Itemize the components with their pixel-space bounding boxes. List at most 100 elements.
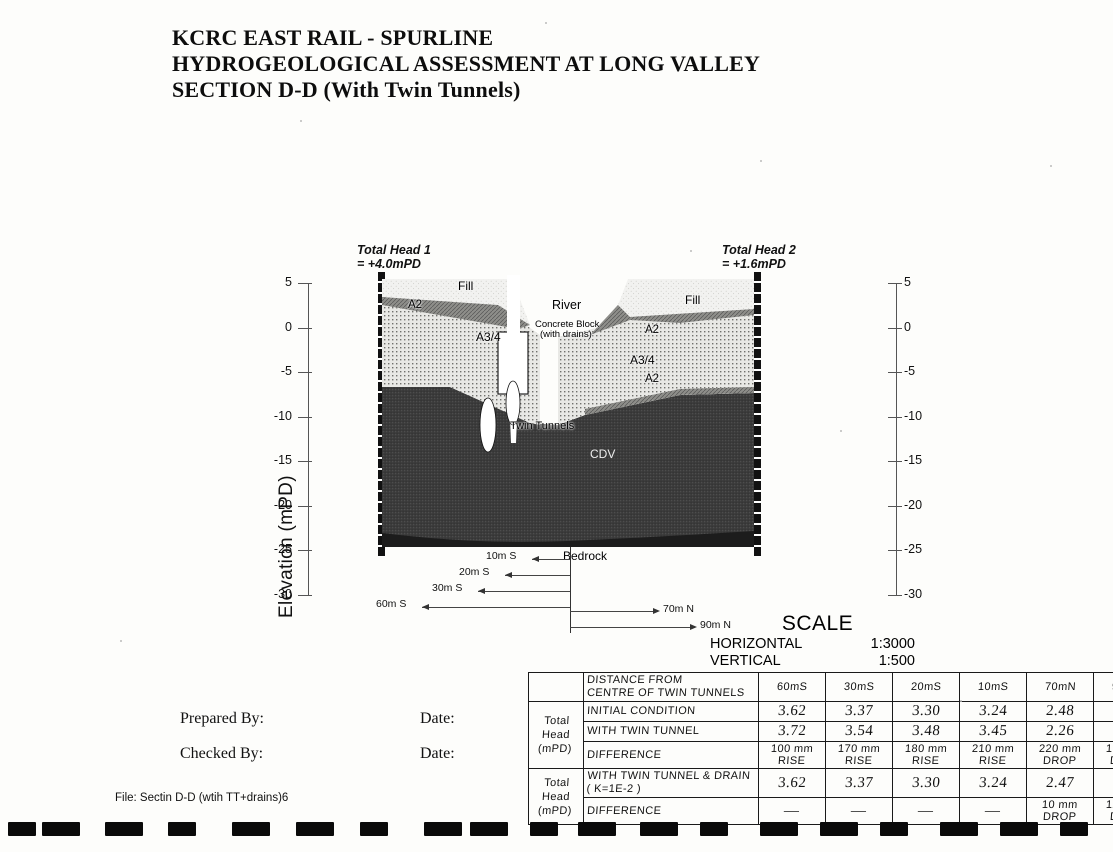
- axis-tick-label: 0: [285, 319, 292, 334]
- scan-artifact-blot: [8, 822, 36, 836]
- scan-artifact-blot: [1060, 822, 1088, 836]
- scan-speckle: [300, 120, 302, 122]
- label-concrete-block-drains: (with drains): [540, 329, 592, 340]
- marker-line: [422, 607, 570, 608]
- marker-label: 10m S: [486, 550, 517, 562]
- table-cell: 3.24: [959, 768, 1027, 798]
- scan-speckle: [120, 640, 122, 642]
- label-fill-left: Fill: [458, 279, 474, 293]
- scan-artifact-blot: [880, 822, 908, 836]
- axis-tick-label: -20: [904, 497, 923, 512]
- scan-artifact-blot: [940, 822, 978, 836]
- table-cell: 10 mm DROP: [1026, 797, 1094, 825]
- table-column-header: 10mS: [959, 672, 1027, 702]
- table-cell: 210 mm RISE: [959, 741, 1027, 769]
- total-head-1-value: = +4.0mPD: [357, 257, 421, 271]
- elevation-axis-right: 5 0 -5 -10 -15 -20 -25 -30: [888, 275, 948, 601]
- table-cell: 100 mm RISE: [758, 741, 826, 769]
- axis-tick-label: -25: [273, 542, 292, 557]
- scan-artifact-blot: [640, 822, 678, 836]
- table-row-label: INITIAL CONDITION: [583, 701, 759, 722]
- table-row-label: DIFFERENCE: [583, 741, 759, 769]
- table-column-header: 70mN: [1026, 672, 1094, 702]
- scan-speckle: [1050, 165, 1052, 167]
- table-corner-blank: [528, 672, 584, 702]
- scan-artifact-blot: [168, 822, 196, 836]
- axis-tick: [888, 327, 902, 329]
- axis-tick: [298, 505, 312, 507]
- label-a34-left: A3/4: [476, 330, 501, 344]
- table-cell: 180 mm RISE: [892, 741, 960, 769]
- label-a2-right-upper: A2: [645, 324, 660, 336]
- title-line-2: HYDROGEOLOGICAL ASSESSMENT AT LONG VALLE…: [172, 51, 761, 76]
- table-cell: —: [825, 797, 893, 825]
- label-a2-right-lower: A2: [645, 373, 660, 385]
- axis-tick-label: 0: [904, 319, 911, 334]
- table-cell: 170 mm RISE: [825, 741, 893, 769]
- prepared-by-label: Prepared By:: [180, 710, 264, 727]
- table-cell: 3.54: [825, 721, 893, 742]
- label-fill-right: Fill: [685, 293, 701, 307]
- axis-tick-label: -25: [904, 542, 923, 557]
- boundary-bar-left: [378, 272, 385, 557]
- axis-tick-label: -30: [273, 587, 292, 601]
- scan-speckle: [960, 700, 962, 702]
- marker-line: [505, 575, 570, 576]
- axis-tick-label: -10: [273, 408, 292, 423]
- geological-cross-section: Fill Fill A2 A2 A2 A3/4 A3/4 River Concr…: [378, 272, 761, 557]
- table-cell: 3.37: [825, 701, 893, 722]
- table-cell: 3.24: [959, 701, 1027, 722]
- table-group-label-2: Total Head (mPD): [528, 768, 584, 825]
- total-head-table: DISTANCE FROM CENTRE OF TWIN TUNNELS 60mS 3…: [528, 672, 1113, 825]
- table-cell: 2.07: [1093, 721, 1113, 742]
- axis-tick-label: 5: [285, 275, 292, 289]
- scale-vertical-value: 1:500: [878, 653, 915, 669]
- centreline: [570, 547, 571, 633]
- scan-artifact-blot: [105, 822, 143, 836]
- axis-tick-label: -10: [904, 408, 923, 423]
- title-line-3: SECTION D-D (With Twin Tunnels): [172, 77, 521, 102]
- table-cell: 3.62: [758, 768, 826, 798]
- table-cell: 2.48: [1026, 701, 1094, 722]
- table-cell: 3.62: [758, 701, 826, 722]
- table-column-header: 30mS: [825, 672, 893, 702]
- scan-artifact-blot: [820, 822, 858, 836]
- table-group-label-1: Total Head (mPD): [528, 701, 584, 769]
- table-cell: 3.72: [758, 721, 826, 742]
- axis-tick-label: -15: [904, 453, 923, 468]
- table-cell: 2.24: [1093, 701, 1113, 722]
- scale-horizontal-row: HORIZONTAL 1:3000: [710, 636, 925, 653]
- scale-horizontal-value: 1:3000: [870, 636, 915, 652]
- label-a34-right: A3/4: [630, 353, 655, 367]
- table-row-label: WITH TWIN TUNNEL: [583, 721, 759, 742]
- table-column-header: 60mS: [758, 672, 826, 702]
- prepared-date-label: Date:: [420, 710, 455, 727]
- label-twin-tunnels: Twin Tunnels: [510, 420, 575, 432]
- marker-arrow: [653, 608, 660, 614]
- axis-tick: [888, 416, 902, 418]
- marker-label: 60m S: [376, 598, 407, 610]
- table-cell: 3.37: [825, 768, 893, 798]
- total-head-2-label: Total Head 2: [722, 243, 796, 257]
- marker-label: 30m S: [432, 582, 463, 594]
- axis-tick: [888, 461, 902, 463]
- table-cell: —: [959, 797, 1027, 825]
- scan-artifact-blot: [470, 822, 508, 836]
- marker-line: [570, 611, 658, 612]
- marker-line: [532, 559, 570, 560]
- scan-artifact-blot: [42, 822, 80, 836]
- table-cell: 220 mm DROP: [1026, 741, 1094, 769]
- file-note: File: Sectin D-D (wtih TT+drains)6: [115, 792, 289, 804]
- scale-vertical-row: VERTICAL 1:500: [710, 653, 925, 670]
- label-concrete-block: Concrete Block: [535, 319, 600, 330]
- table-header-row: DISTANCE FROM CENTRE OF TWIN TUNNELS 60mS 3…: [528, 672, 1113, 702]
- results-table: DISTANCE FROM CENTRE OF TWIN TUNNELS 60mS 3…: [528, 672, 1113, 847]
- scan-speckle: [760, 160, 762, 162]
- table-row: DIFFERENCE 100 mm RISE 170 mm RISE 180 mm RISE…: [529, 741, 1113, 769]
- scan-artifact-blot: [578, 822, 616, 836]
- marker-arrow: [690, 624, 697, 630]
- total-head-2-annotation: Total Head 2 = +1.6mPD: [722, 243, 796, 271]
- axis-tick: [298, 416, 312, 418]
